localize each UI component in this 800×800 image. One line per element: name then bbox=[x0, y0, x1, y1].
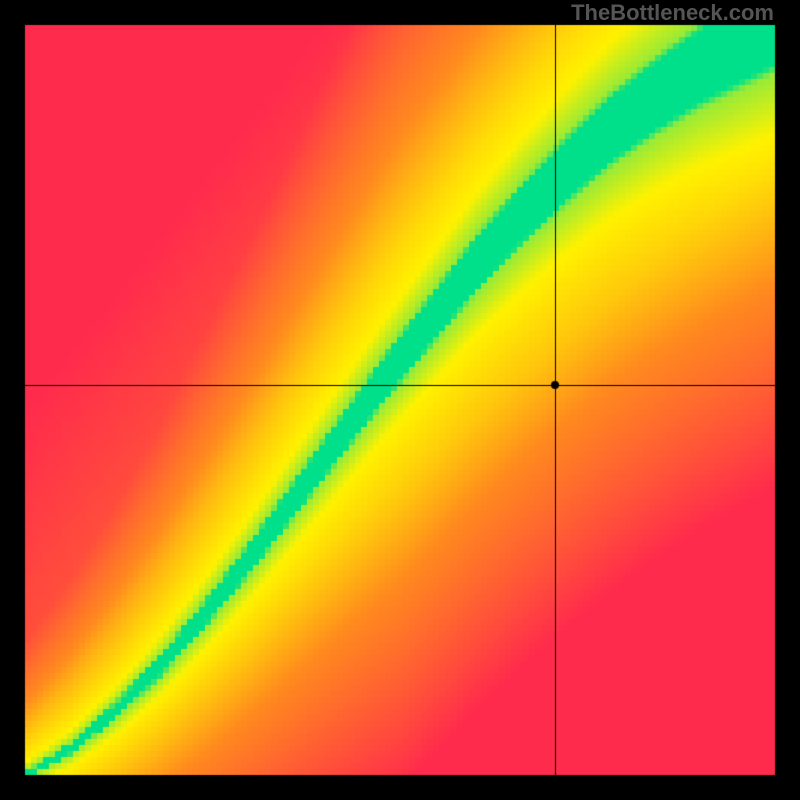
bottleneck-heatmap bbox=[0, 0, 800, 800]
watermark-text: TheBottleneck.com bbox=[571, 0, 774, 26]
chart-container: TheBottleneck.com bbox=[0, 0, 800, 800]
